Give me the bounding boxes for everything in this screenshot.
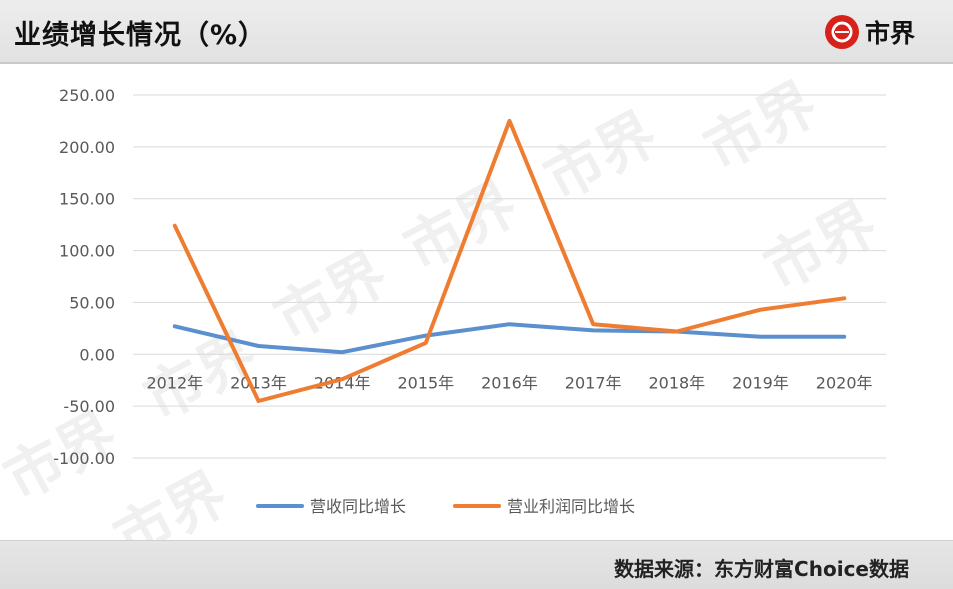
legend-label: 营收同比增长 [310,497,406,516]
watermark-layer: 市界市界市界市界市界市界市界市界 [0,69,888,540]
x-tick-label: 2015年 [397,373,454,392]
x-tick-label: 2020年 [816,373,873,392]
data-source-note: 数据来源：东方财富Choice数据 [614,553,909,582]
chart-legend: 营收同比增长 营业利润同比增长 [258,497,635,516]
y-tick-label: -50.00 [63,397,115,416]
line-chart: 市界市界市界市界市界市界市界市界 -100.00 -50.00 0.00 50.00 1… [0,64,953,540]
y-axis-ticks: -100.00 -50.00 0.00 50.00 100.00 150.00 200.00… [53,86,115,468]
x-tick-label: 2012年 [146,373,203,392]
header-bar: 业绩增长情况（%） 市界 [0,0,953,64]
y-tick-label: 200.00 [59,138,115,157]
brand-logo: 市界 [825,14,915,50]
footer-bar: 数据来源：东方财富Choice数据 [0,540,953,589]
y-tick-label: 150.00 [59,190,115,209]
y-tick-label: 250.00 [59,86,115,105]
watermark-text: 市界 [693,69,827,184]
x-tick-label: 2016年 [481,373,538,392]
legend-label: 营业利润同比增长 [507,497,635,516]
logo-text: 市界 [865,14,915,50]
watermark-text: 市界 [393,169,527,284]
logo-icon [825,15,859,49]
x-tick-label: 2018年 [648,373,705,392]
y-tick-label: 100.00 [59,242,115,261]
watermark-text: 市界 [533,99,667,214]
page-title: 业绩增长情况（%） [14,13,266,52]
y-tick-label: -100.00 [53,449,115,468]
watermark-text: 市界 [263,239,397,354]
x-tick-label: 2017年 [565,373,622,392]
y-tick-label: 0.00 [79,345,115,364]
watermark-text: 市界 [753,189,887,304]
watermark-text: 市界 [103,459,237,540]
x-tick-label: 2019年 [732,373,789,392]
y-tick-label: 50.00 [69,293,115,312]
x-tick-label: 2013年 [230,373,287,392]
series-line-1 [175,324,844,352]
